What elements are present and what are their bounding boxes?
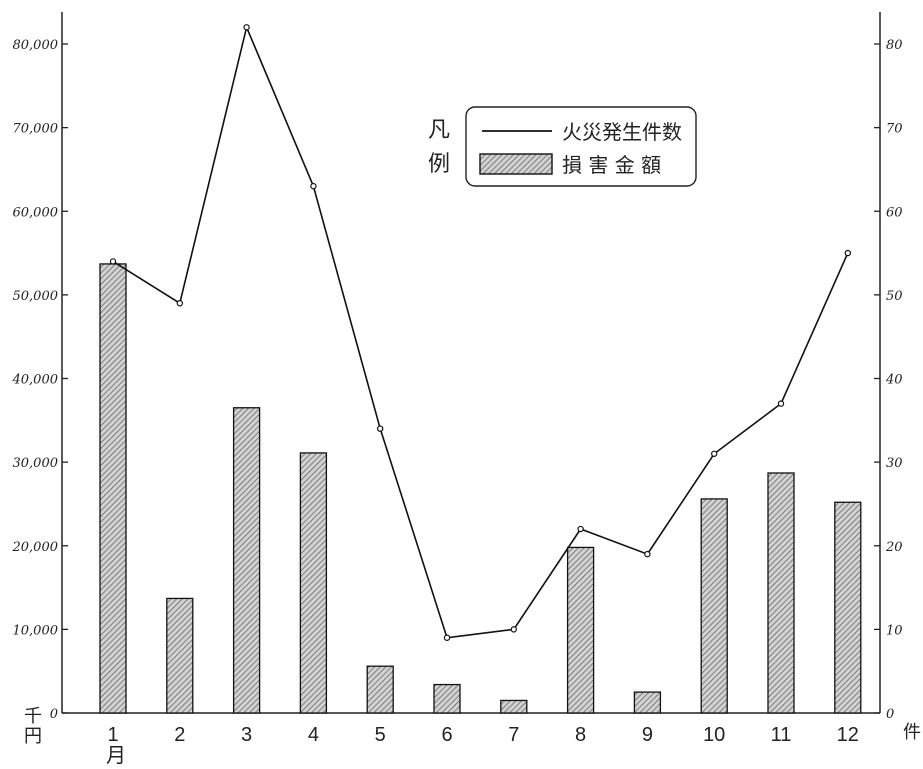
x-tick-label: 12: [837, 724, 859, 746]
left-tick-label: 70,000: [13, 122, 59, 137]
right-tick-label: 0: [886, 707, 894, 722]
fire-count-points: [109, 24, 852, 641]
legend-bar-swatch: [479, 153, 553, 175]
fire-count-line: [112, 24, 849, 639]
x-axis-suffix: 月: [106, 745, 126, 767]
bar-damage-month-1: [99, 263, 127, 714]
bar-damage-month-7: [500, 699, 528, 714]
left-tick-label: 40,000: [12, 373, 59, 388]
left-tick-label: 20,000: [12, 540, 59, 555]
x-tick-label: 6: [441, 724, 452, 746]
bar-damage-month-10: [700, 498, 728, 714]
legend-title-bottom: 例: [428, 152, 450, 177]
right-tick-group: 0 10 20 30 40 50 60 70 80: [874, 38, 903, 722]
x-tick-label: 7: [508, 724, 519, 746]
line-series-fire-count: [112, 24, 849, 639]
legend-line-label: 火災発生件数: [562, 120, 682, 144]
bar-damage-month-11: [767, 472, 795, 714]
bar-damage-month-3: [232, 407, 261, 714]
left-tick-label: 10,000: [13, 623, 59, 638]
right-tick-label: 30: [886, 456, 903, 471]
left-unit-char: 千: [24, 706, 42, 727]
left-tick-label: 80,000: [13, 38, 59, 53]
right-tick-label: 70: [886, 122, 903, 137]
x-tick-label: 11: [771, 724, 792, 746]
x-tick-label: 9: [642, 724, 653, 746]
left-unit-label: 千円: [24, 706, 42, 747]
bar-damage-month-4: [299, 452, 328, 714]
x-tick-group: 1 2 3 4 5 6 7 8 9 10 11 12: [107, 724, 858, 746]
x-tick-label: 5: [375, 724, 386, 746]
left-tick-group: 0 10,000 20,000 30,000 40,000 50,000 60,000 70,…: [12, 38, 68, 722]
point-fire-count-month-1: [109, 258, 117, 265]
right-tick-label: 10: [886, 623, 903, 638]
x-tick-label: 1: [107, 724, 118, 746]
left-tick-label: 30,000: [13, 456, 59, 471]
x-tick-label: 10: [703, 724, 725, 746]
x-tick-label: 2: [174, 724, 185, 746]
right-unit-char: 件: [903, 722, 921, 743]
right-tick-label: 80: [886, 38, 903, 53]
point-fire-count-month-6: [443, 634, 451, 641]
bar-damage-month-5: [366, 665, 394, 714]
point-fire-count-month-7: [510, 626, 517, 633]
bar-damage-month-9: [633, 691, 662, 714]
x-tick-label: 8: [575, 724, 586, 746]
right-unit-label: 件: [903, 722, 921, 743]
right-tick-label: 20: [885, 540, 903, 555]
x-tick-label: 4: [308, 724, 319, 746]
left-unit-char: 円: [24, 726, 42, 747]
point-fire-count-month-5: [377, 425, 384, 432]
bar-series-damage: [99, 263, 862, 714]
bar-damage-month-6: [433, 683, 461, 714]
legend: 凡 例 火災発生件数 損 害 金 額: [428, 106, 697, 187]
bar-damage-month-12: [834, 501, 862, 714]
left-tick-label: 0: [50, 707, 58, 722]
bar-damage-month-2: [166, 597, 194, 714]
x-tick-label: 3: [241, 724, 252, 746]
bar-damage-month-8: [566, 546, 595, 714]
point-fire-count-month-2: [176, 300, 183, 307]
point-fire-count-month-11: [777, 400, 785, 407]
legend-title-top: 凡: [428, 118, 450, 143]
axes-group: [61, 12, 881, 714]
point-fire-count-month-12: [844, 249, 852, 257]
point-fire-count-month-3: [243, 24, 250, 31]
legend-bar-label: 損 害 金 額: [562, 153, 661, 177]
right-tick-label: 60: [886, 205, 903, 220]
point-fire-count-month-4: [310, 182, 317, 190]
left-tick-label: 50,000: [13, 289, 59, 304]
left-tick-label: 60,000: [13, 205, 59, 220]
point-fire-count-month-9: [644, 550, 651, 558]
point-fire-count-month-10: [711, 450, 718, 457]
right-tick-label: 50: [886, 289, 903, 304]
point-fire-count-month-8: [577, 525, 584, 533]
right-tick-label: 40: [885, 373, 903, 388]
